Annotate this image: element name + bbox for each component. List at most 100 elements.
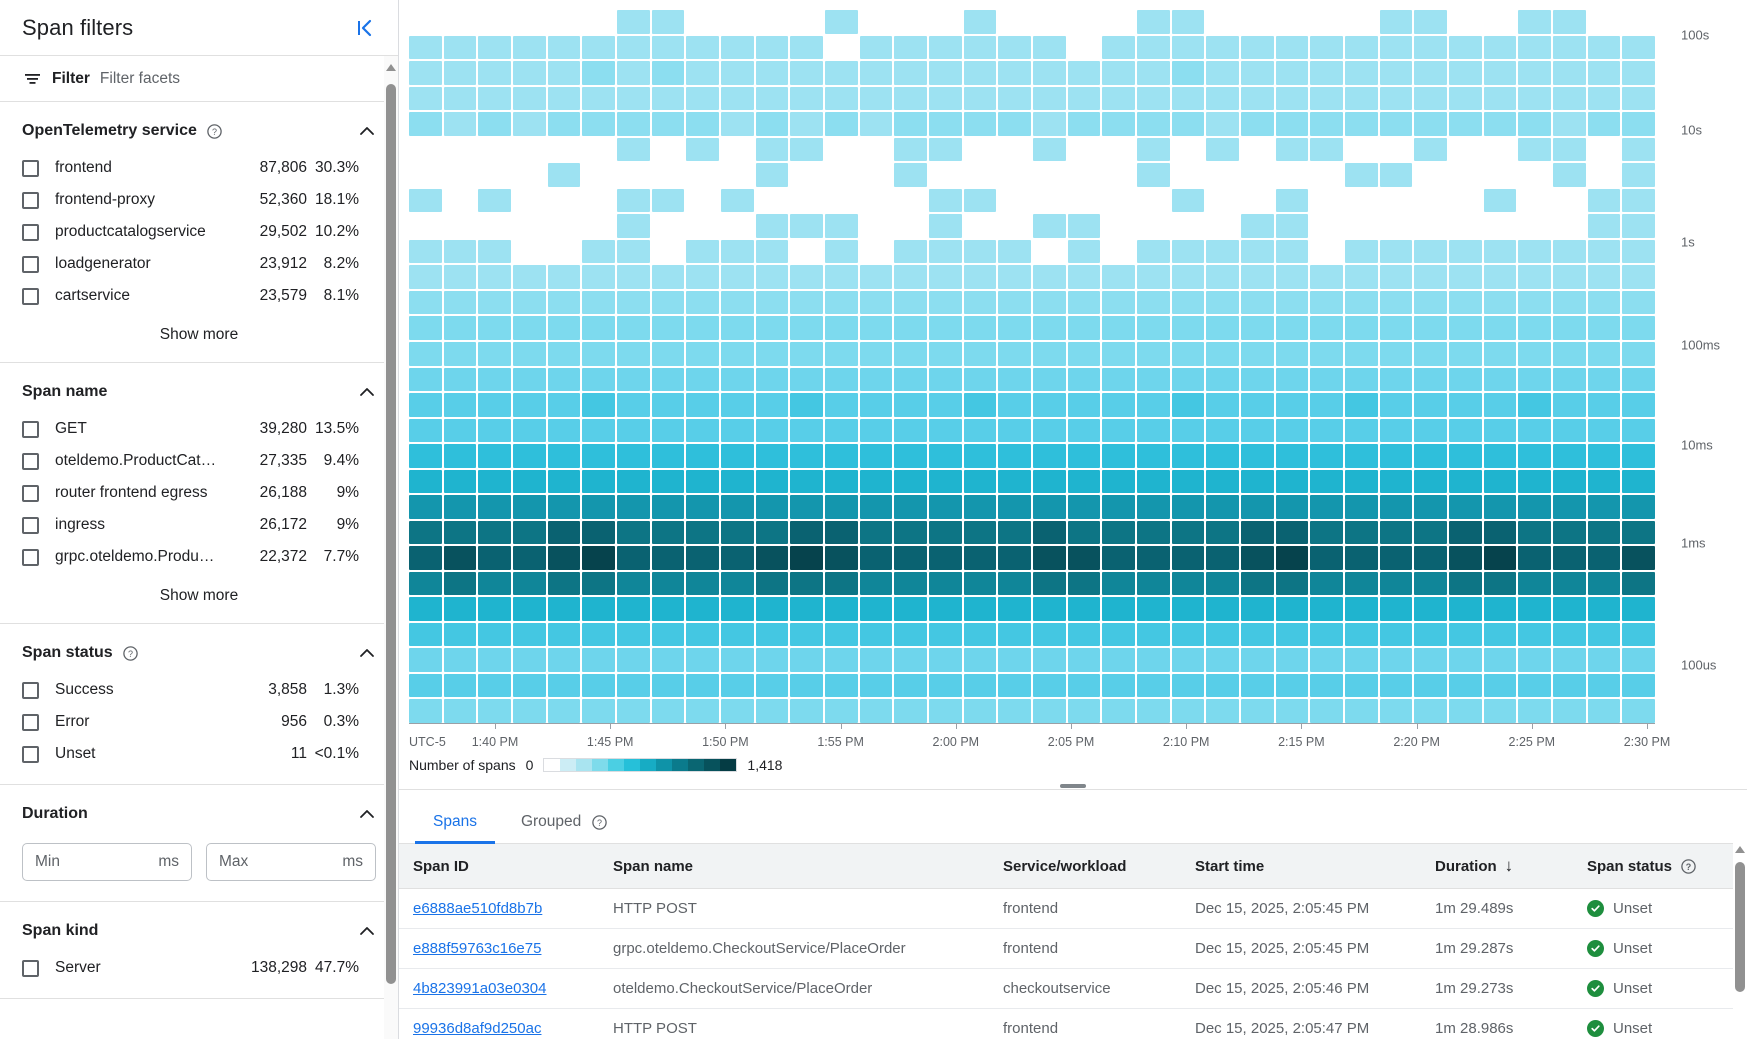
heatmap-cell[interactable] (1414, 597, 1447, 621)
heatmap-cell[interactable] (998, 35, 1031, 60)
heatmap-cell[interactable] (1345, 673, 1378, 698)
heatmap-cell[interactable] (1622, 341, 1655, 366)
heatmap-cell[interactable] (1275, 648, 1309, 672)
heatmap-cell[interactable] (929, 367, 962, 392)
heatmap-cell[interactable] (1171, 137, 1205, 162)
heatmap-cell[interactable] (1067, 520, 1101, 545)
heatmap-cell[interactable] (1171, 61, 1205, 85)
show-more-span-name[interactable]: Show more (159, 587, 239, 604)
heatmap-cell[interactable] (790, 418, 823, 443)
heatmap-cell[interactable] (825, 316, 858, 340)
heatmap-cell[interactable] (790, 214, 823, 238)
heatmap-cell[interactable] (1241, 418, 1274, 443)
heatmap-cell[interactable] (1310, 61, 1343, 85)
heatmap-cell[interactable] (1379, 597, 1413, 621)
heatmap-cell[interactable] (825, 444, 858, 468)
checkbox[interactable] (22, 681, 39, 699)
heatmap-cell[interactable] (1553, 546, 1586, 570)
heatmap-cell[interactable] (1622, 188, 1655, 213)
heatmap-cell[interactable] (651, 622, 685, 647)
heatmap-cell[interactable] (1033, 112, 1066, 136)
heatmap-cell[interactable] (478, 393, 511, 417)
heatmap-cell[interactable] (790, 673, 823, 698)
heatmap-cell[interactable] (1206, 571, 1239, 596)
heatmap-cell[interactable] (963, 188, 997, 213)
heatmap-cell[interactable] (1379, 265, 1413, 289)
heatmap-cell[interactable] (790, 86, 823, 111)
heatmap-cell[interactable] (1622, 61, 1655, 85)
heatmap-cell[interactable] (443, 597, 477, 621)
heatmap-cell[interactable] (443, 495, 477, 519)
heatmap-cell[interactable] (1587, 418, 1621, 443)
heatmap-cell[interactable] (1483, 316, 1517, 340)
heatmap-cell[interactable] (929, 10, 962, 34)
heatmap-cell[interactable] (409, 61, 442, 85)
heatmap-cell[interactable] (1345, 495, 1378, 519)
heatmap-cell[interactable] (1275, 10, 1309, 34)
heatmap-cell[interactable] (1345, 546, 1378, 570)
heatmap-cell[interactable] (443, 86, 477, 111)
heatmap-cell[interactable] (1171, 520, 1205, 545)
heatmap-cell[interactable] (825, 495, 858, 519)
heatmap-cell[interactable] (582, 112, 615, 136)
heatmap-cell[interactable] (894, 571, 927, 596)
heatmap-cell[interactable] (513, 35, 546, 60)
heatmap-cell[interactable] (1137, 35, 1170, 60)
heatmap-cell[interactable] (651, 290, 685, 315)
heatmap-cell[interactable] (1587, 597, 1621, 621)
heatmap-cell[interactable] (790, 341, 823, 366)
heatmap-cell[interactable] (1310, 571, 1343, 596)
heatmap-cell[interactable] (1553, 648, 1586, 672)
heatmap-cell[interactable] (1518, 673, 1551, 698)
heatmap-cell[interactable] (998, 546, 1031, 570)
table-row[interactable]: e6888ae510fd8b7b HTTP POST frontend Dec … (399, 888, 1733, 929)
heatmap-cell[interactable] (617, 597, 650, 621)
heatmap-cell[interactable] (721, 112, 754, 136)
heatmap-cell[interactable] (1241, 597, 1274, 621)
heatmap-cell[interactable] (1275, 316, 1309, 340)
heatmap-cell[interactable] (513, 571, 546, 596)
heatmap-cell[interactable] (582, 418, 615, 443)
heatmap-cell[interactable] (1310, 418, 1343, 443)
heatmap-cell[interactable] (1033, 520, 1066, 545)
heatmap-cell[interactable] (1518, 10, 1551, 34)
heatmap-cell[interactable] (1275, 112, 1309, 136)
heatmap-cell[interactable] (1518, 520, 1551, 545)
heatmap-cell[interactable] (1275, 367, 1309, 392)
heatmap-cell[interactable] (1483, 35, 1517, 60)
heatmap-cell[interactable] (755, 571, 789, 596)
heatmap-cell[interactable] (859, 495, 893, 519)
heatmap-cell[interactable] (409, 469, 442, 494)
heatmap-cell[interactable] (790, 239, 823, 264)
heatmap-cell[interactable] (1206, 418, 1239, 443)
heatmap-cell[interactable] (513, 239, 546, 264)
heatmap-cell[interactable] (1553, 444, 1586, 468)
heatmap-cell[interactable] (1518, 35, 1551, 60)
heatmap-cell[interactable] (1483, 418, 1517, 443)
heatmap-cell[interactable] (721, 163, 754, 187)
heatmap-cell[interactable] (894, 316, 927, 340)
heatmap-cell[interactable] (547, 444, 581, 468)
heatmap-cell[interactable] (1171, 35, 1205, 60)
heatmap-cell[interactable] (1137, 622, 1170, 647)
heatmap-cell[interactable] (547, 316, 581, 340)
heatmap-cell[interactable] (582, 341, 615, 366)
heatmap-cell[interactable] (409, 367, 442, 392)
heatmap-cell[interactable] (859, 622, 893, 647)
heatmap-cell[interactable] (1449, 86, 1482, 111)
heatmap-cell[interactable] (1414, 622, 1447, 647)
heatmap-cell[interactable] (478, 10, 511, 34)
heatmap-cell[interactable] (894, 214, 927, 238)
heatmap-cell[interactable] (1483, 367, 1517, 392)
heatmap-cell[interactable] (1587, 341, 1621, 366)
heatmap-cell[interactable] (409, 571, 442, 596)
heatmap-cell[interactable] (929, 597, 962, 621)
heatmap-cell[interactable] (547, 86, 581, 111)
heatmap-cell[interactable] (825, 239, 858, 264)
heatmap-cell[interactable] (651, 367, 685, 392)
heatmap-cell[interactable] (617, 163, 650, 187)
heatmap-cell[interactable] (1206, 10, 1239, 34)
help-icon[interactable]: ? (591, 814, 608, 831)
heatmap-cell[interactable] (1587, 469, 1621, 494)
heatmap-cell[interactable] (1449, 673, 1482, 698)
